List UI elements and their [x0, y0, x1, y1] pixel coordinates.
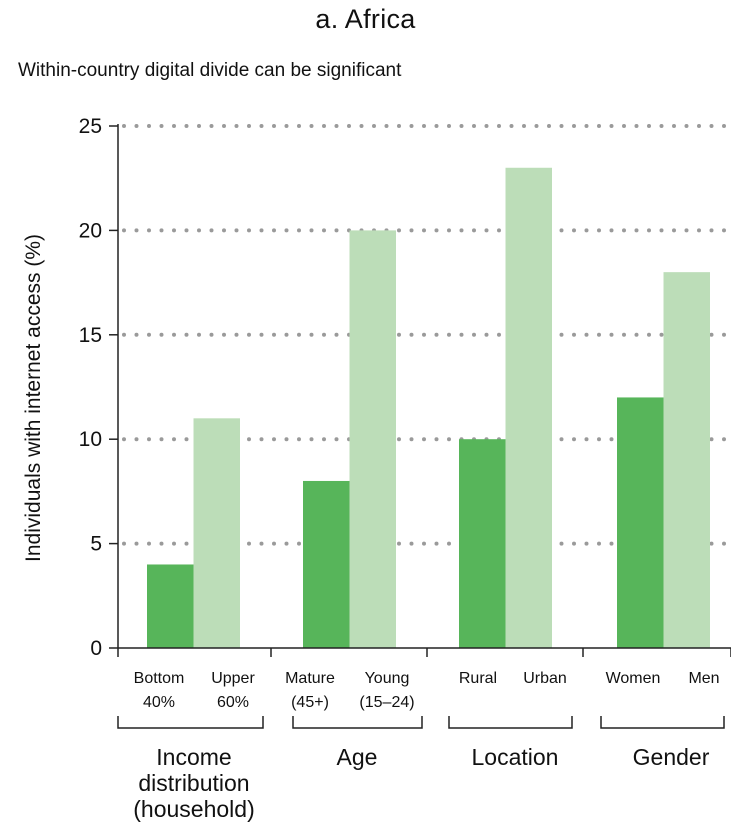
group-label-3: Location [472, 744, 559, 770]
category-label-1-1-line-1: Bottom [134, 670, 185, 687]
category-label-2-1-line-1: Mature [285, 670, 335, 687]
group-label-4: Gender [633, 744, 710, 770]
y-tick-label-20: 20 [79, 219, 102, 242]
bar-4-2 [663, 272, 710, 648]
category-label-1-1-line-2: 40% [143, 694, 175, 711]
bar-4-1 [617, 397, 664, 648]
group-bracket-1 [117, 716, 264, 729]
group-bracket-2 [292, 716, 423, 729]
category-label-3-1: Rural [459, 670, 497, 687]
category-label-2-2-line-2: (15–24) [359, 694, 414, 711]
bar-1-1 [147, 564, 194, 648]
bar-3-1 [459, 439, 506, 648]
group-bracket-4 [600, 716, 725, 729]
y-tick-label-25: 25 [79, 115, 102, 138]
category-label-4-2: Men [688, 670, 719, 687]
category-label-3-2: Urban [523, 670, 567, 687]
category-label-1-2-line-1: Upper [211, 670, 255, 687]
category-label-4-1: Women [606, 670, 661, 687]
group-label-1-line-2: distribution [138, 770, 249, 796]
chart-title: a. Africa [315, 4, 416, 34]
chart-subtitle: Within-country digital divide can be sig… [18, 60, 402, 81]
category-label-2-2-line-1: Young [365, 670, 410, 687]
bar-2-2 [349, 230, 396, 648]
y-tick-label-10: 10 [79, 428, 102, 451]
group-bracket-3 [448, 716, 573, 729]
y-tick-label-15: 15 [79, 324, 102, 347]
bar-2-1 [303, 480, 350, 648]
group-label-1-line-3: (household) [133, 796, 254, 822]
category-label-2-1-line-2: (45+) [291, 694, 329, 711]
y-tick-label-5: 5 [90, 533, 102, 556]
category-label-1-2-line-2: 60% [217, 694, 249, 711]
group-label-2: Age [337, 744, 378, 770]
y-tick-label-0: 0 [90, 637, 102, 660]
group-label-1-line-1: Income [156, 744, 231, 770]
bar-3-2 [505, 167, 552, 648]
bar-1-2 [193, 418, 240, 648]
y-axis-label: Individuals with internet access (%) [22, 234, 45, 562]
